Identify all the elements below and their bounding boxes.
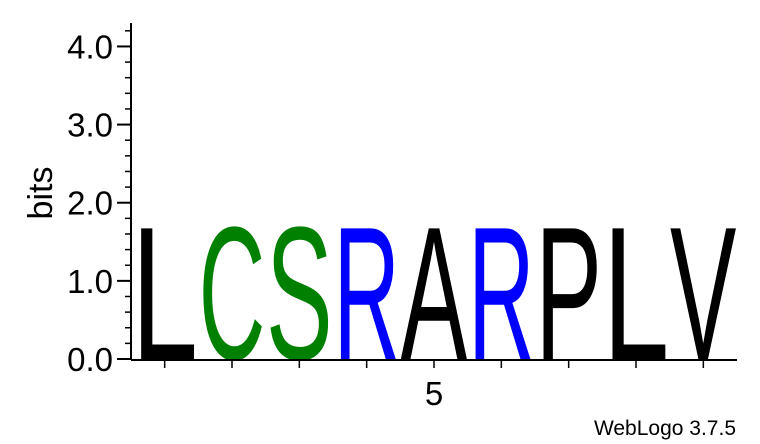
axes: 0.0 1.0 2.0 3.0 4.0 5 bbox=[67, 23, 737, 412]
y-tick-label: 1.0 bbox=[67, 263, 113, 300]
y-tick-label: 3.0 bbox=[67, 107, 113, 144]
x-tick-label: 5 bbox=[425, 375, 443, 412]
y-tick-label: 4.0 bbox=[67, 28, 113, 65]
weblogo-credit: WebLogo 3.7.5 bbox=[594, 417, 736, 440]
y-tick-label: 0.0 bbox=[67, 341, 113, 378]
y-axis-label: bits bbox=[22, 167, 60, 220]
y-tick-label: 2.0 bbox=[67, 185, 113, 222]
logo-letter-a: A bbox=[401, 189, 467, 401]
logo-letter-p: P bbox=[535, 189, 602, 401]
logo-letter-v: V bbox=[670, 189, 736, 401]
logo-letter-s: S bbox=[266, 189, 333, 401]
